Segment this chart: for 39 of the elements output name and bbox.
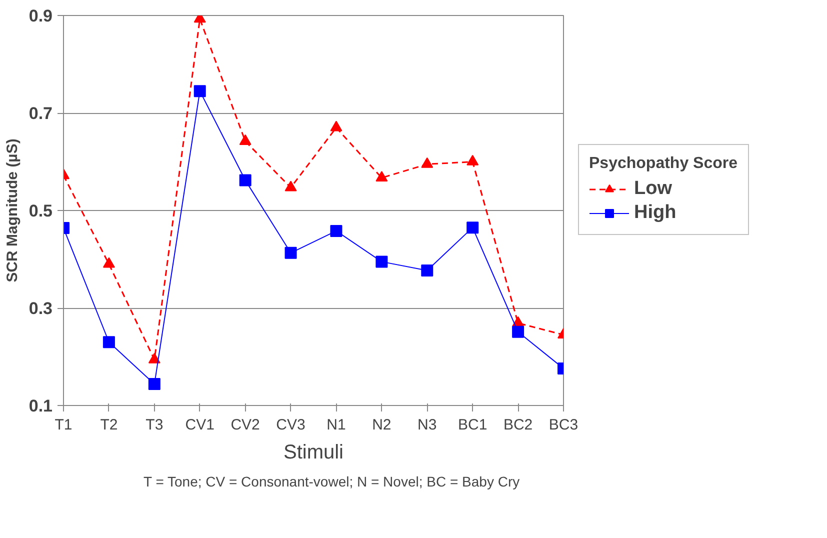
point [330,120,342,132]
point [102,336,115,348]
x-tick-label: N2 [372,416,392,434]
x-tick-label: CV3 [276,416,306,434]
x-tick-label: N1 [326,416,346,434]
x-tick-label: N3 [418,416,437,434]
y-tick-label: 0.3 [28,299,53,318]
x-tick-label: BC2 [503,416,533,434]
point [466,222,479,234]
point [466,154,479,166]
point [512,326,524,338]
x-tick-label: T2 [100,416,118,434]
point [284,246,297,259]
y-tick-label: 0.5 [28,202,53,220]
point [421,157,434,168]
x-tick-label: T1 [54,416,72,434]
y-tick-label: 0.1 [28,396,53,416]
y-axis-title: SCR Magnitude (µS) [4,138,21,282]
legend-label: High [634,202,676,224]
point [284,180,297,192]
y-tick-label: 0.7 [28,104,53,123]
point [239,134,252,145]
legend-title: Psychopathy Score [589,155,738,173]
y-tick-label: 0.9 [28,6,53,26]
x-tick-label: T3 [146,416,164,434]
x-axis-title: Stimuli [283,442,344,464]
point [102,257,115,268]
point [376,170,388,182]
point [239,174,252,186]
point [421,264,434,276]
legend-label: Low [634,178,672,200]
x-tick-label: BC3 [548,416,578,434]
x-tick-label: CV1 [185,416,214,434]
x-tick-label: CV2 [230,416,260,434]
point [148,378,160,390]
x-tick-label: BC1 [458,416,488,434]
point [330,224,342,237]
text: T = Tone; CV = Consonant-vowel; N = Novel; BC = Baby Cry [144,474,520,490]
point [376,256,388,268]
